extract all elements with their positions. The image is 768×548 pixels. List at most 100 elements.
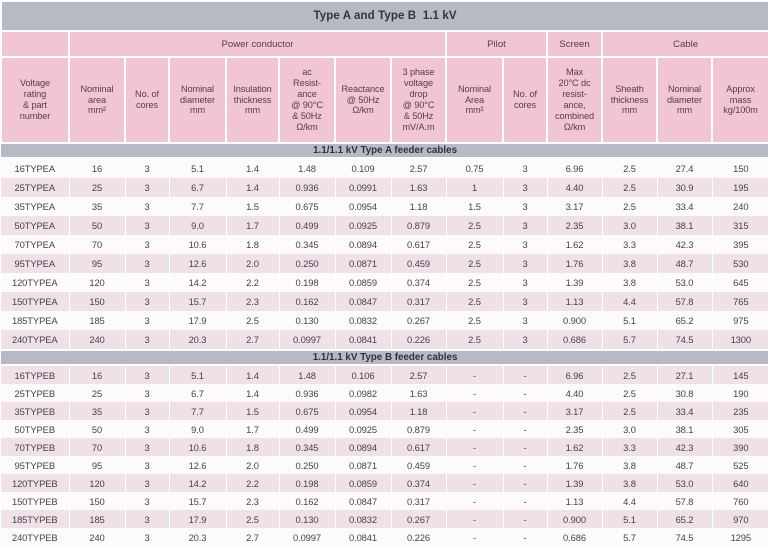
table-cell: 760 (711, 492, 768, 510)
table-cell: 3.8 (601, 456, 657, 474)
table-cell: 2.5 (445, 216, 503, 235)
table-cell: 10.6 (168, 235, 226, 254)
table-cell: 9.0 (168, 420, 226, 438)
table-cell: 0.0859 (334, 273, 391, 292)
table-cell: 0.0997 (278, 528, 335, 546)
table-cell: 3 (502, 178, 547, 197)
table-cell: 1.76 (546, 456, 602, 474)
table-cell: 0.250 (278, 456, 335, 474)
table-cell: 0.226 (390, 330, 446, 350)
table-cell: 3.8 (601, 273, 657, 292)
table-cell: 2.3 (225, 292, 279, 311)
table-cell: 2.7 (225, 330, 279, 350)
table-body: 1.1/1.1 kV Type A feeder cables 16TYPEA 16… (1, 142, 768, 546)
table-cell: 12.6 (168, 254, 226, 273)
table-cell: 0.109 (334, 158, 391, 178)
table-cell: 2.0 (225, 254, 279, 273)
table-cell: 57.8 (656, 492, 712, 510)
table-cell: 0.198 (278, 273, 335, 292)
table-cell: 0.0859 (334, 474, 391, 492)
table-cell: 1.39 (546, 474, 602, 492)
group-header-cable: Cable (600, 30, 768, 58)
table-cell: 1.39 (546, 273, 602, 292)
table-cell: 1.18 (390, 402, 446, 420)
table-cell: 2.57 (390, 365, 446, 384)
table-cell: 3 (124, 492, 169, 510)
table-cell: - (445, 510, 503, 528)
column-header-voltage-drop: 3 phase voltage drop @ 90°C & 50Hz mV/A.… (390, 56, 447, 144)
table-cell: 42.3 (656, 438, 712, 456)
table-row: 150TYPEB 150 3 15.7 2.3 0.162 0.0847 0.317- -1.1… (1, 492, 768, 510)
table-cell: 1.4 (225, 384, 279, 402)
table-cell: 2.35 (546, 216, 602, 235)
table-cell: 1295 (711, 528, 768, 546)
part-number-cell: 25TYPEA (1, 178, 69, 197)
table-cell: 2.5 (445, 235, 503, 254)
group-header-power-conductor: Power conductor (68, 30, 447, 58)
table-cell: 3 (502, 235, 547, 254)
table-cell: 970 (711, 510, 768, 528)
table-cell: 0.0894 (334, 438, 391, 456)
table-cell: 3 (124, 254, 169, 273)
table-cell: - (502, 384, 547, 402)
table-row: 120TYPEB 120 3 14.2 2.2 0.198 0.0859 0.374- -1.3… (1, 474, 768, 492)
table-cell: 1.13 (546, 492, 602, 510)
table-cell: - (445, 456, 503, 474)
section-bar-row: 1.1/1.1 kV Type B feeder cables (1, 349, 768, 366)
table-cell: 1.62 (546, 438, 602, 456)
table-cell: 3 (124, 235, 169, 254)
column-header-insulation-thickness: Insulation thickness mm (225, 56, 280, 144)
table-cell: 185 (68, 510, 125, 528)
table-cell: 6.96 (546, 158, 602, 178)
table-cell: 2.5 (601, 158, 657, 178)
table-cell: 2.5 (445, 292, 503, 311)
table-cell: 0.459 (390, 456, 446, 474)
table-cell: 2.2 (225, 474, 279, 492)
table-cell: 3 (124, 384, 169, 402)
column-header-row: Voltage rating & part number Nominal are… (0, 56, 768, 144)
table-cell: 65.2 (656, 311, 712, 330)
table-cell: 0.317 (390, 292, 446, 311)
table-cell: 3 (124, 510, 169, 528)
table-cell: 74.5 (656, 528, 712, 546)
column-header-screen-max-dc-resistance: Max 20°C dc resist- ance, combined Ω/km (546, 56, 603, 144)
column-header-sheath-thickness: Sheath thickness mm (601, 56, 658, 144)
table-cell: 74.5 (656, 330, 712, 350)
part-number-cell: 240TYPEA (1, 330, 69, 350)
table-cell: 30.9 (656, 178, 712, 197)
column-header-nominal-area: Nominal area mm² (68, 56, 126, 144)
table-cell: 3.3 (601, 235, 657, 254)
part-number-cell: 150TYPEB (1, 492, 69, 510)
table-cell: 25 (68, 384, 125, 402)
part-number-cell: 70TYPEA (1, 235, 69, 254)
table-cell: 1.4 (225, 365, 279, 384)
column-header-reactance: Reactance @ 50Hz Ω/km (334, 56, 392, 144)
table-cell: - (502, 456, 547, 474)
part-number-cell: 95TYPEA (1, 254, 69, 273)
table-cell: 2.5 (601, 197, 657, 216)
table-cell: 3 (124, 365, 169, 384)
table-cell: 15.7 (168, 492, 226, 510)
table-cell: 2.5 (601, 178, 657, 197)
table-cell: 20.3 (168, 528, 226, 546)
table-cell: 57.8 (656, 292, 712, 311)
table-cell: 14.2 (168, 474, 226, 492)
column-header-ac-resistance: ac Resist- ance @ 90°C & 50Hz Ω/km (278, 56, 336, 144)
table-cell: 120 (68, 273, 125, 292)
column-header-cable-nominal-diameter: Nominal diameter mm (656, 56, 713, 144)
table-cell: 0.0832 (334, 510, 391, 528)
table-cell: 2.5 (445, 330, 503, 350)
table-cell: 1.7 (225, 216, 279, 235)
table-cell: 3 (124, 216, 169, 235)
table-cell: 0.162 (278, 292, 335, 311)
table-cell: 53.0 (656, 474, 712, 492)
table-cell: 640 (711, 474, 768, 492)
table-cell: 150 (68, 492, 125, 510)
table-cell: 2.5 (601, 365, 657, 384)
table-cell: 3 (502, 330, 547, 350)
part-number-cell: 50TYPEB (1, 420, 69, 438)
table-row: 70TYPEB 70 3 10.6 1.8 0.345 0.0894 0.617- -1.62 3… (1, 438, 768, 456)
table-cell: 17.9 (168, 311, 226, 330)
table-cell: 0.879 (390, 216, 446, 235)
table-cell: 95 (68, 254, 125, 273)
